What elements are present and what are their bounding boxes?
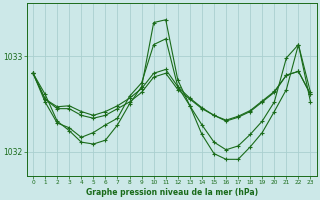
- X-axis label: Graphe pression niveau de la mer (hPa): Graphe pression niveau de la mer (hPa): [86, 188, 258, 197]
